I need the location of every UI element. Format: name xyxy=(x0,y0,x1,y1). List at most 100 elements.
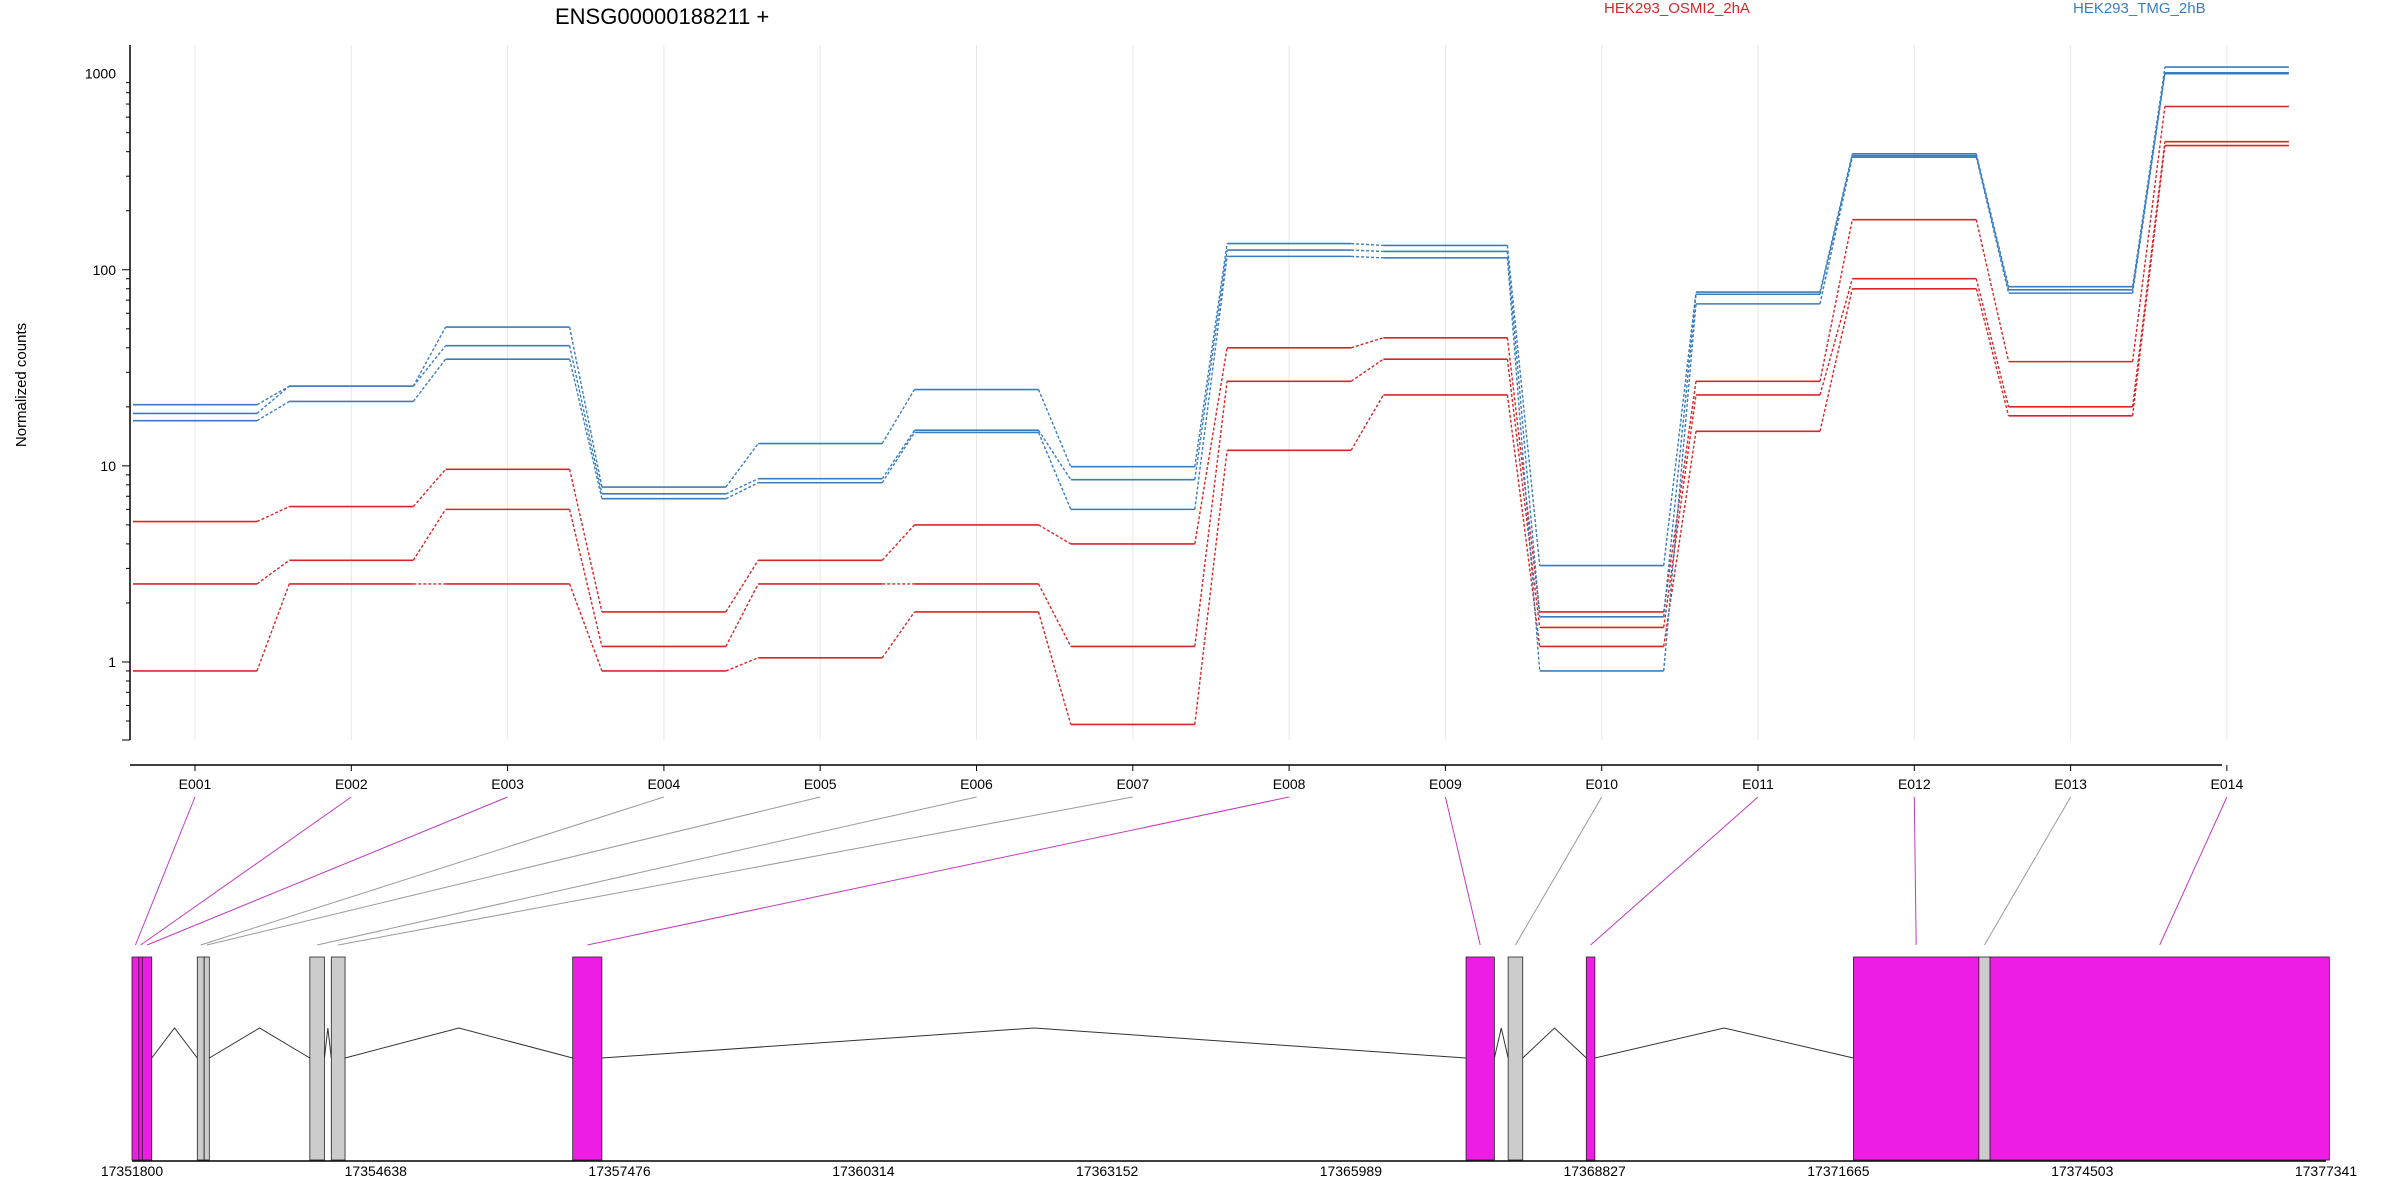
series-5-connector-4 xyxy=(881,432,916,484)
series-0-connector-5 xyxy=(1038,524,1072,545)
series-1-connector-6 xyxy=(1194,381,1228,647)
coordinate-label: 17374503 xyxy=(2051,1163,2114,1179)
series-4-connector-1 xyxy=(412,345,447,387)
series-4-connector-2 xyxy=(568,345,603,494)
coordinate-label: 17368827 xyxy=(1563,1163,1626,1179)
series-3-connector-8 xyxy=(1506,245,1541,566)
link-E001 xyxy=(134,796,196,946)
intron-2 xyxy=(151,1027,198,1059)
series-2-connector-10 xyxy=(1819,288,1853,432)
series-5-connector-3 xyxy=(725,482,759,500)
legend: HEK293_OSMI2_2hA HEK293_TMG_2hB xyxy=(1604,0,2206,17)
series-4-connector-7 xyxy=(1351,249,1384,253)
series-4-connector-4 xyxy=(881,429,916,480)
series-3 xyxy=(133,66,2289,567)
series-1-connector-3 xyxy=(725,583,759,647)
series-5-connector-9 xyxy=(1663,303,1697,671)
coordinate-label: 17357476 xyxy=(588,1163,651,1179)
series-3-connector-6 xyxy=(1194,243,1228,467)
exon-7 xyxy=(572,956,603,1161)
x-tick-label-E013: E013 xyxy=(2054,776,2087,792)
x-tick-label-E014: E014 xyxy=(2211,776,2244,792)
x-tick-label-E012: E012 xyxy=(1898,776,1931,792)
series-2 xyxy=(133,144,2289,726)
x-tick-label-E005: E005 xyxy=(804,776,837,792)
series-3-connector-10 xyxy=(1819,153,1853,293)
series-3-connector-5 xyxy=(1037,389,1072,467)
exon-9 xyxy=(1507,956,1524,1161)
series-0-connector-8 xyxy=(1506,337,1541,612)
intron-9 xyxy=(1522,1027,1587,1059)
x-tick-label-E009: E009 xyxy=(1429,776,1462,792)
x-tick-label-E003: E003 xyxy=(491,776,524,792)
series-5-connector-5 xyxy=(1037,432,1072,510)
exon-10 xyxy=(1585,956,1596,1161)
series-3-connector-3 xyxy=(725,443,759,488)
x-tick-label-E001: E001 xyxy=(179,776,212,792)
exon-6 xyxy=(330,956,346,1161)
series-5 xyxy=(133,72,2289,672)
exon-11 xyxy=(1853,956,1980,1161)
y-axis-label: Normalized counts xyxy=(13,323,30,447)
series-0-connector-3 xyxy=(725,559,759,613)
series-4 xyxy=(133,72,2289,618)
x-tick-label-E008: E008 xyxy=(1273,776,1306,792)
gene-model: 17351800 17354638 17357476 17360314 17363152… xyxy=(101,956,2357,1179)
series-2-connector-2 xyxy=(568,583,603,672)
series-4-connector-6 xyxy=(1194,249,1228,480)
exon-12 xyxy=(1978,956,1991,1161)
series-2-connector-4 xyxy=(881,611,916,659)
y-tick-label: 1000 xyxy=(85,66,116,82)
series-3-connector-9 xyxy=(1663,291,1697,566)
series-1-connector-5 xyxy=(1037,583,1072,647)
exon-8 xyxy=(1465,956,1495,1161)
x-tick-label-E010: E010 xyxy=(1585,776,1618,792)
coordinate-label: 17360314 xyxy=(832,1163,895,1179)
chart-title: ENSG00000188211 + xyxy=(555,4,769,29)
series-0-connector-10 xyxy=(1819,219,1853,382)
series-0-connector-4 xyxy=(881,524,916,561)
series-0-connector-7 xyxy=(1350,337,1384,349)
x-tick-label-E004: E004 xyxy=(648,776,681,792)
series-5-connector-0 xyxy=(256,400,290,422)
series-0-connector-2 xyxy=(568,469,603,613)
series-0-connector-12 xyxy=(2131,106,2166,362)
series-3-connector-7 xyxy=(1351,242,1384,247)
exon-2 xyxy=(141,956,153,1161)
link-E008 xyxy=(587,796,1290,946)
series-3-connector-0 xyxy=(256,385,290,406)
series-2-connector-0 xyxy=(256,583,290,672)
x-tick-label-E006: E006 xyxy=(960,776,993,792)
series-2-connector-12 xyxy=(2131,145,2166,416)
series-1-connector-7 xyxy=(1350,358,1384,382)
series-5-connector-7 xyxy=(1351,255,1384,259)
series-4-connector-3 xyxy=(725,478,759,495)
series-3-connector-2 xyxy=(568,326,603,488)
series-5-connector-11 xyxy=(1975,157,2010,294)
link-E010 xyxy=(1515,796,1603,946)
series-2-connector-3 xyxy=(725,657,759,672)
coordinate-label: 17354638 xyxy=(345,1163,408,1179)
series-0-connector-9 xyxy=(1663,381,1697,613)
series-4-connector-9 xyxy=(1663,294,1697,617)
series-1-connector-11 xyxy=(1975,278,2010,407)
series-4-connector-8 xyxy=(1506,251,1541,617)
intron-8 xyxy=(1493,1027,1509,1059)
intron-7 xyxy=(601,1027,1467,1059)
x-tick-label-E002: E002 xyxy=(335,776,368,792)
link-E005 xyxy=(206,796,821,946)
series-5-connector-2 xyxy=(568,359,603,499)
exon-1 xyxy=(138,956,143,1161)
legend-entry-1: HEK293_TMG_2hB xyxy=(2073,0,2206,17)
link-E012 xyxy=(1913,796,1917,946)
series-0-connector-6 xyxy=(1194,347,1228,545)
exon-3 xyxy=(196,956,205,1161)
series-3-connector-4 xyxy=(881,389,916,444)
series-4-connector-10 xyxy=(1819,155,1853,295)
y-tick-label: 100 xyxy=(93,262,117,278)
series-0-connector-11 xyxy=(1975,219,2010,362)
series-lines xyxy=(133,66,2289,726)
series-5-connector-6 xyxy=(1194,256,1228,510)
series-1-connector-9 xyxy=(1663,394,1697,628)
intron-6 xyxy=(344,1027,573,1059)
